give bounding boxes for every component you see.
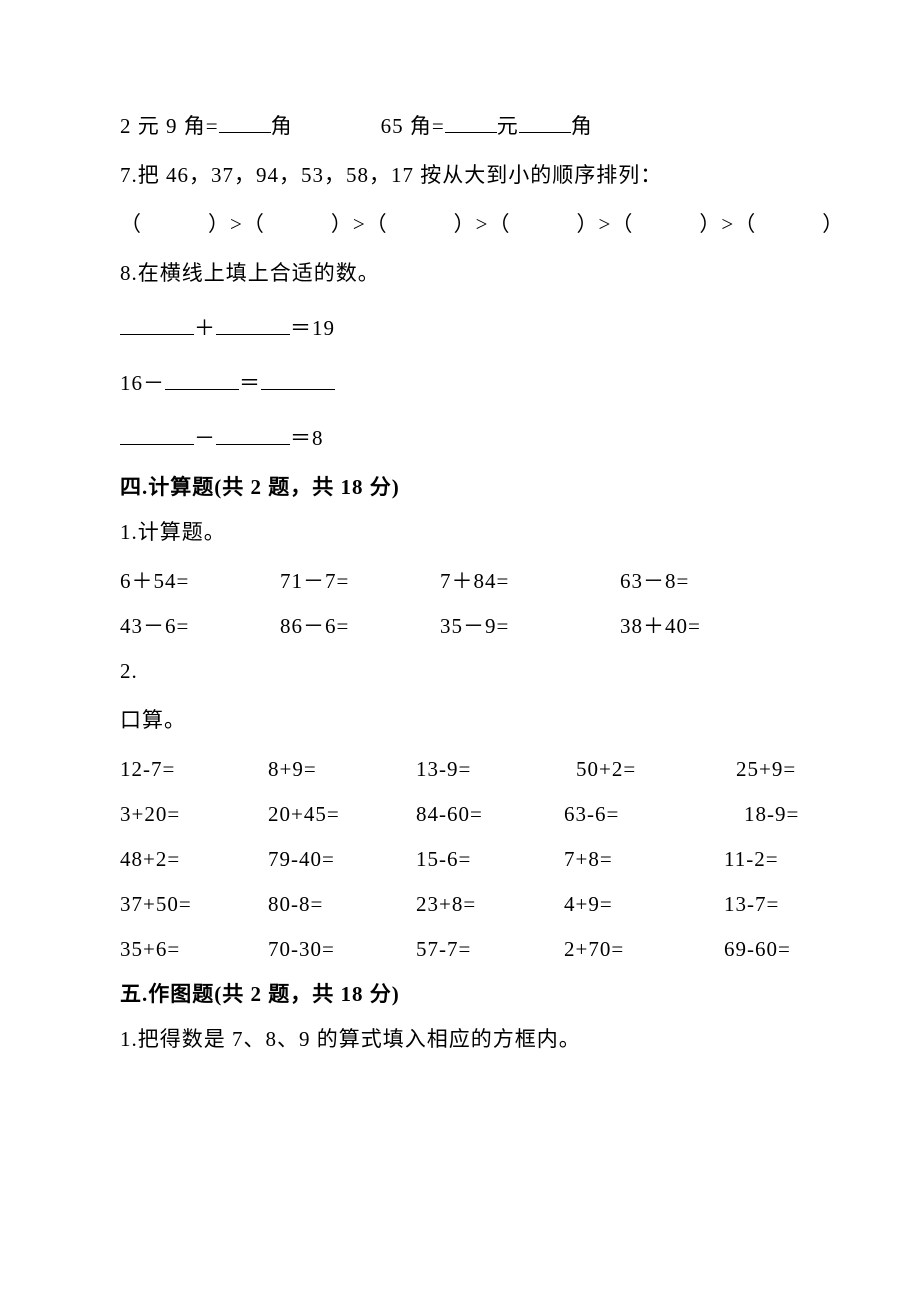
section5-q1: 1.把得数是 7、8、9 的算式填入相应的方框内。 xyxy=(120,1029,800,1050)
q6b-blank2 xyxy=(445,110,497,133)
q6b-blank1 xyxy=(219,110,271,133)
q8-l3-eq: ＝8 xyxy=(290,426,324,450)
s4q2-row5: 35+6= 70-30= 57-7= 2+70= 69-60= xyxy=(120,939,800,960)
math-cell: 8+9= xyxy=(268,759,416,780)
q6b-p2-suffix: 角 xyxy=(571,114,593,138)
math-cell: 70-30= xyxy=(268,939,416,960)
q8-l2-prefix: 16－ xyxy=(120,371,165,395)
math-cell: 4+9= xyxy=(564,894,724,915)
q6b-line: 2 元 9 角= 角 65 角= 元 角 xyxy=(120,110,800,137)
math-cell: 35－9= xyxy=(440,616,620,637)
q6b-p2-mid: 元 xyxy=(497,114,519,138)
q8-text: 8.在横线上填上合适的数。 xyxy=(120,263,800,284)
section4-q1-label: 1.计算题。 xyxy=(120,522,800,543)
q7-text: 7.把 46，37，94，53，58，17 按从大到小的顺序排列： xyxy=(120,165,800,186)
math-cell: 35+6= xyxy=(120,939,268,960)
q8-l2-blank2 xyxy=(261,367,335,390)
q8-l3-op: － xyxy=(194,426,216,450)
q8-l2-op: ＝ xyxy=(239,371,261,395)
q6b-p1-suffix: 角 xyxy=(271,114,293,138)
q6b-p1-prefix: 2 元 9 角= xyxy=(120,114,219,138)
q7-parens: （ ）>（ ）>（ ）>（ ）>（ ）>（ ） xyxy=(120,214,800,235)
q8-l1-op: ＋ xyxy=(194,316,216,340)
section5-title: 五.作图题(共 2 题，共 18 分) xyxy=(120,984,800,1005)
q6b-gap xyxy=(293,114,381,138)
math-cell: 48+2= xyxy=(120,849,268,870)
math-cell: 63-6= xyxy=(564,804,744,825)
math-cell: 69-60= xyxy=(724,939,791,960)
math-cell: 50+2= xyxy=(576,759,736,780)
q6b-p2-prefix: 65 角= xyxy=(381,114,445,138)
section4-title: 四.计算题(共 2 题，共 18 分) xyxy=(120,477,800,498)
q8-line3: － ＝8 xyxy=(120,422,800,449)
q8-l1-blank1 xyxy=(120,312,194,335)
math-cell: 79-40= xyxy=(268,849,416,870)
math-cell: 86－6= xyxy=(280,616,440,637)
math-cell: 37+50= xyxy=(120,894,268,915)
q8-line1: ＋ ＝19 xyxy=(120,312,800,339)
math-cell: 57-7= xyxy=(416,939,564,960)
math-cell: 23+8= xyxy=(416,894,564,915)
math-cell: 7+8= xyxy=(564,849,724,870)
math-cell: 6＋54= xyxy=(120,571,280,592)
s4q2-row4: 37+50= 80-8= 23+8= 4+9= 13-7= xyxy=(120,894,800,915)
q8-l3-blank2 xyxy=(216,422,290,445)
s4q2-row3: 48+2= 79-40= 15-6= 7+8= 11-2= xyxy=(120,849,800,870)
math-cell: 71－7= xyxy=(280,571,440,592)
math-cell: 63－8= xyxy=(620,571,689,592)
math-cell: 2+70= xyxy=(564,939,724,960)
math-cell: 43－6= xyxy=(120,616,280,637)
q8-l3-blank1 xyxy=(120,422,194,445)
q6b-blank3 xyxy=(519,110,571,133)
q8-line2: 16－ ＝ xyxy=(120,367,800,394)
math-cell: 13-9= xyxy=(416,759,576,780)
s4q1-row1: 6＋54= 71－7= 7＋84= 63－8= xyxy=(120,571,800,592)
math-cell: 25+9= xyxy=(736,759,796,780)
q8-l1-blank2 xyxy=(216,312,290,335)
math-cell: 80-8= xyxy=(268,894,416,915)
math-cell: 13-7= xyxy=(724,894,779,915)
math-cell: 20+45= xyxy=(268,804,416,825)
q8-l1-eq: ＝19 xyxy=(290,316,335,340)
s4q2-row1: 12-7= 8+9= 13-9= 50+2= 25+9= xyxy=(120,759,800,780)
math-cell: 7＋84= xyxy=(440,571,620,592)
math-cell: 18-9= xyxy=(744,804,799,825)
math-cell: 3+20= xyxy=(120,804,268,825)
section4-q2-label: 2. xyxy=(120,661,800,682)
q8-l2-blank1 xyxy=(165,367,239,390)
math-cell: 38＋40= xyxy=(620,616,701,637)
math-cell: 84-60= xyxy=(416,804,564,825)
math-cell: 11-2= xyxy=(724,849,779,870)
math-cell: 12-7= xyxy=(120,759,268,780)
s4q1-row2: 43－6= 86－6= 35－9= 38＋40= xyxy=(120,616,800,637)
s4q2-row2: 3+20= 20+45= 84-60= 63-6= 18-9= xyxy=(120,804,800,825)
section4-q2-sublabel: 口算。 xyxy=(120,710,800,731)
math-cell: 15-6= xyxy=(416,849,564,870)
